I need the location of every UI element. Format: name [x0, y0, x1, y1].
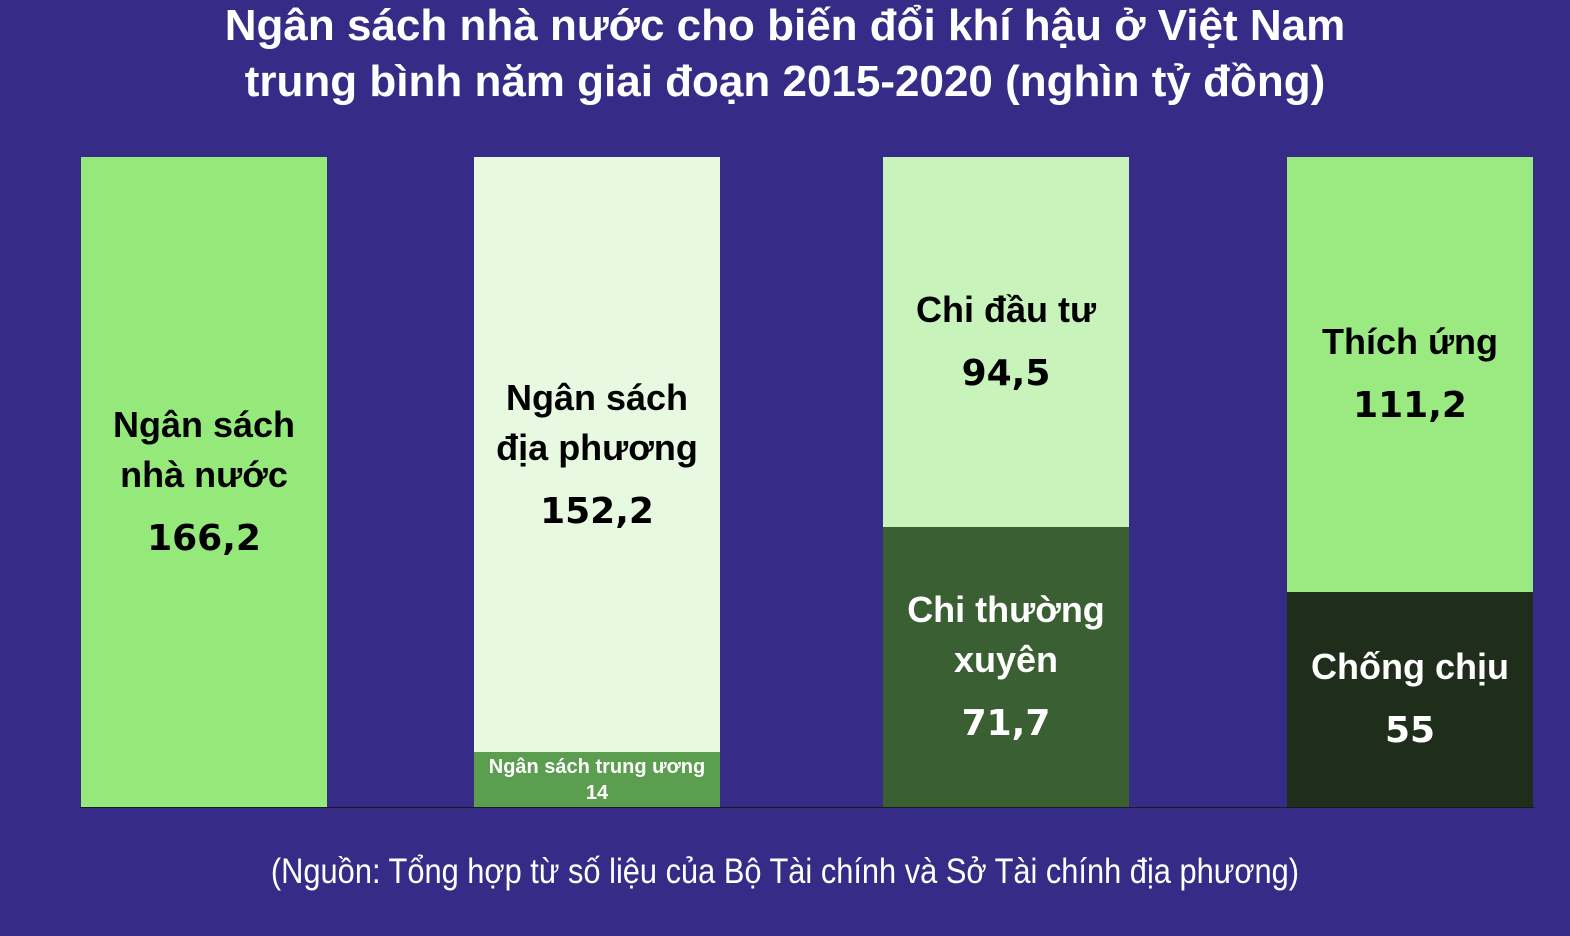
bar-segment: Chi thường xuyên 71,7 — [883, 526, 1129, 807]
chart-title-line-1: Ngân sách nhà nước cho biến đổi khí hậu … — [224, 1, 1346, 50]
chart-title-line-2: trung bình năm giai đoạn 2015-2020 (nghì… — [244, 57, 1326, 106]
data-label: 111,2 — [1353, 385, 1467, 427]
data-label: 166,2 — [147, 518, 261, 559]
data-label: 94,5 — [961, 352, 1051, 394]
segment-label: Chi thường — [907, 588, 1105, 630]
bar-segment: Ngân sách địa phương 152,2 — [474, 157, 720, 753]
bar-segment: Chi đầu tư 94,5 — [883, 157, 1129, 527]
segment-label: Chi đầu tư — [915, 288, 1097, 330]
data-label: 71,7 — [961, 702, 1051, 744]
segment-label: nhà nước — [120, 454, 288, 495]
segment-label: Chống chịu — [1311, 646, 1509, 688]
bar-segment: Thích ứng 111,2 — [1287, 157, 1533, 592]
source-note: (Nguồn: Tổng hợp từ số liệu của Bộ Tài c… — [270, 852, 1300, 891]
data-label: 152,2 — [540, 490, 654, 532]
bar-segment: Ngân sách nhà nước 166,2 — [81, 157, 327, 807]
segment-label: Ngân sách trung ương — [488, 755, 706, 778]
bar-segment: Ngân sách trung ương 14 — [474, 752, 720, 807]
segment-label: xuyên — [953, 638, 1059, 680]
segment-label: Ngân sách — [112, 404, 296, 445]
x-axis-baseline — [80, 807, 1534, 808]
segment-label: địa phương — [496, 426, 698, 468]
bar-segment: Chống chịu 55 — [1287, 591, 1533, 807]
segment-label: Ngân sách — [505, 376, 689, 418]
segment-label: Thích ứng — [1321, 321, 1499, 363]
data-label: 14 — [585, 781, 609, 804]
data-label: 55 — [1384, 710, 1436, 752]
